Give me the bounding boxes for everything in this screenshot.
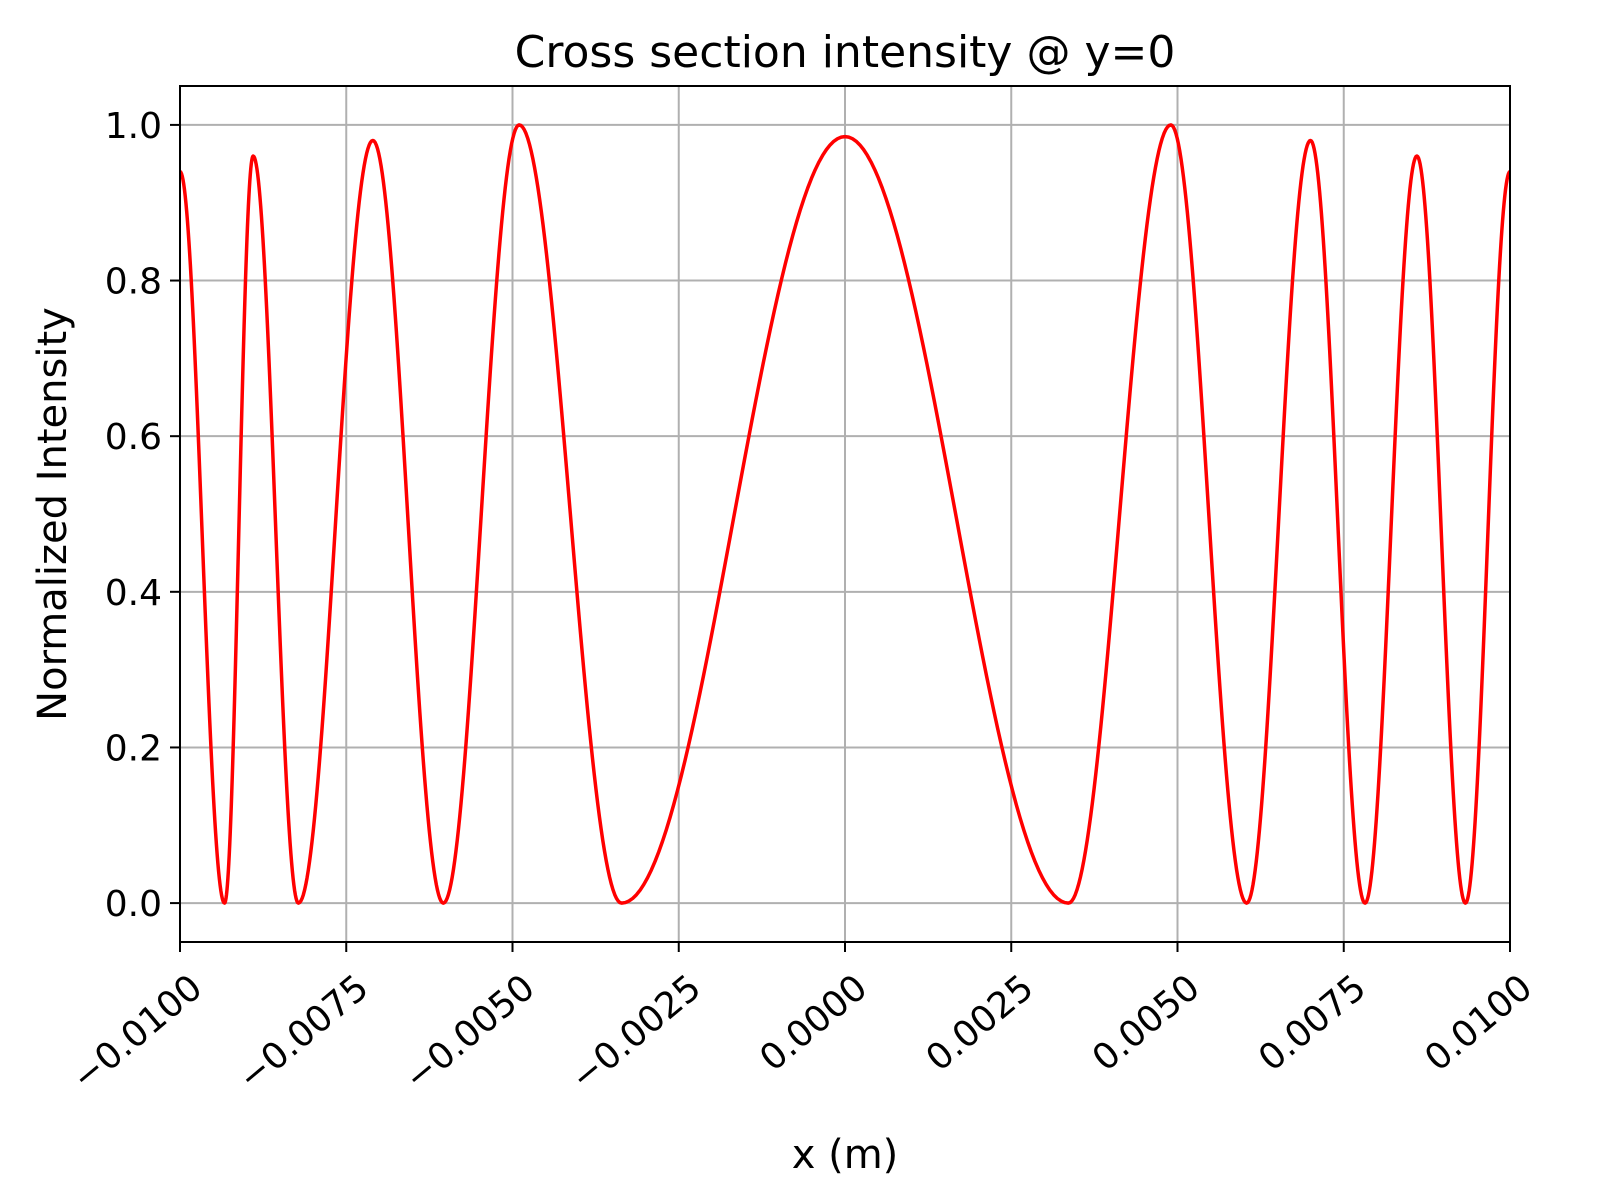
x-tick-label: −0.0025 [563, 967, 709, 1099]
y-tick-label: 1.0 [105, 106, 162, 147]
x-axis-label: x (m) [792, 1132, 899, 1178]
intensity-line [178, 123, 1512, 905]
series-layer [178, 123, 1512, 905]
ticks: −0.0100 −0.0075 −0.0050 −0.0025 0.0000 0.0025… [64, 106, 1540, 1099]
x-tick-label: 0.0100 [1417, 967, 1540, 1079]
x-tick-label: 0.0075 [1251, 967, 1374, 1079]
x-tick-label: −0.0100 [64, 967, 210, 1099]
y-axis-label: Normalized Intensity [30, 307, 76, 721]
y-tick-label: 0.4 [105, 573, 162, 614]
grid [179, 86, 1511, 942]
y-tick-label: 0.0 [105, 884, 162, 925]
x-tick-label: −0.0075 [231, 967, 377, 1099]
y-tick-label: 0.8 [105, 262, 162, 303]
x-tick-label: −0.0050 [397, 967, 543, 1099]
x-tick-label: 0.0000 [752, 967, 875, 1079]
x-tick-label: 0.0050 [1085, 967, 1208, 1079]
y-tick-label: 0.2 [105, 728, 162, 769]
y-tick-label: 0.6 [105, 417, 162, 458]
chart-title: Cross section intensity @ y=0 [515, 27, 1176, 78]
x-tick-label: 0.0025 [919, 967, 1042, 1079]
